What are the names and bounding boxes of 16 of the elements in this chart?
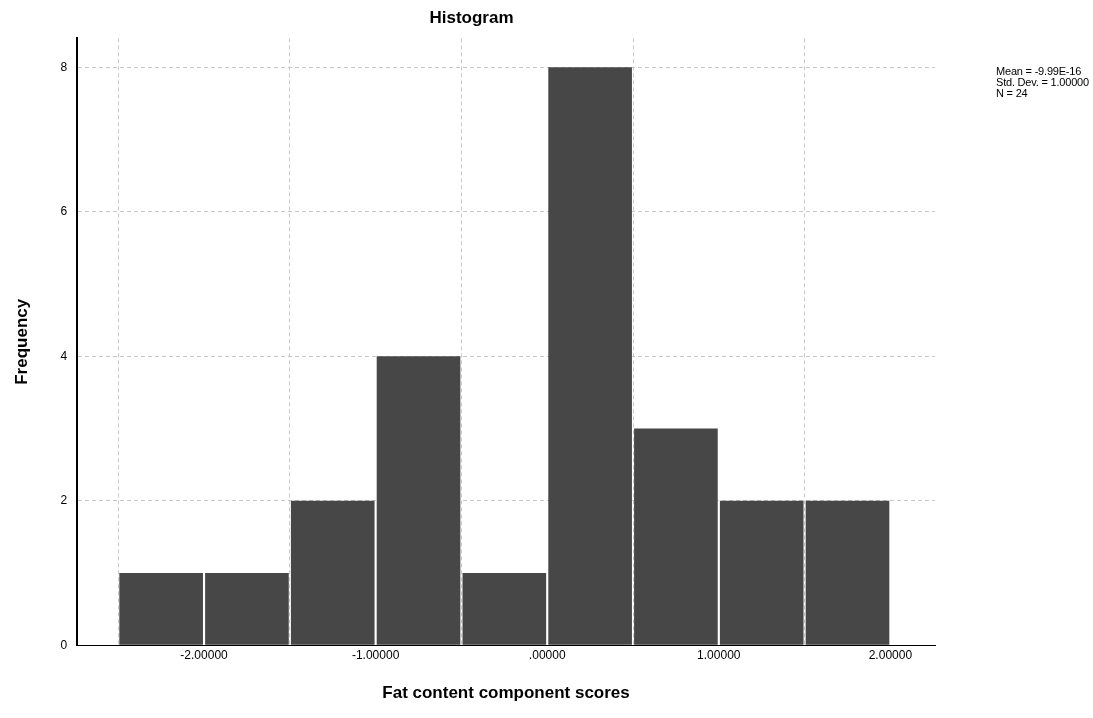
y-tick-label: 2 xyxy=(60,493,68,508)
y-tick-label: 8 xyxy=(60,59,68,74)
text: Std. Dev. = 1.00000 xyxy=(996,76,1089,88)
x-tick-label: -1.00000 xyxy=(351,647,400,662)
x-tick-label: 1.00000 xyxy=(697,647,741,662)
y-axis-title: Frequency xyxy=(11,298,31,385)
x-tick-label: 2.00000 xyxy=(868,647,913,662)
y-tick-label: 0 xyxy=(60,637,68,652)
y-tick-label: 4 xyxy=(60,348,68,363)
x-tick-label: .00000 xyxy=(528,647,566,662)
y-tick-label: 6 xyxy=(60,204,68,219)
x-axis-title: Fat content component scores xyxy=(382,683,630,703)
x-tick-label: -2.00000 xyxy=(180,647,229,662)
text: Mean = -9.99E-16 xyxy=(996,65,1083,77)
chart-title: Histogram xyxy=(429,7,514,27)
text: N = 24 xyxy=(996,87,1029,99)
